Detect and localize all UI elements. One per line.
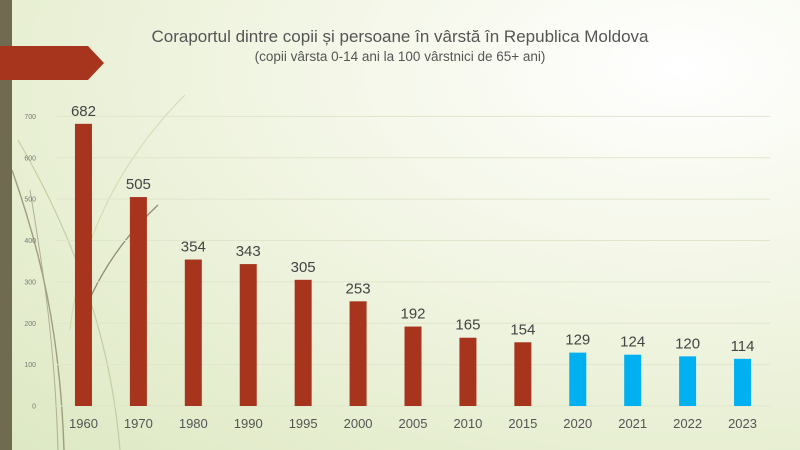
data-labels: 682 505 354 343 305 253 192 165 154 129 124 120 114 (71, 103, 755, 355)
data-label-1995: 305 (291, 259, 316, 276)
x-tick-label-2022: 2022 (673, 416, 702, 431)
bar-2022 (679, 356, 697, 406)
data-label-1960: 682 (71, 103, 96, 120)
data-label-2021: 124 (620, 334, 645, 351)
bar-2020 (569, 352, 587, 406)
y-axis-ticks: 0 100 200 300 400 500 600 700 (24, 114, 36, 411)
y-tick-label: 500 (24, 197, 36, 204)
slide-left-band (0, 0, 12, 450)
x-tick-label-2021: 2021 (618, 416, 647, 431)
bar-2023 (734, 358, 752, 406)
bar-1970 (129, 197, 147, 406)
x-axis-labels: 1960 1970 1980 1990 1995 2000 2005 2010 2015 2020… (69, 416, 757, 431)
y-tick-label: 700 (24, 114, 36, 121)
bar-2021 (624, 354, 642, 406)
data-label-2022: 120 (675, 335, 700, 352)
decorative-curves (11, 94, 186, 450)
data-label-1980: 354 (181, 239, 206, 256)
y-tick-label: 200 (24, 321, 36, 328)
bar-2010 (459, 337, 477, 406)
data-label-2000: 253 (346, 280, 371, 297)
x-tick-label-2005: 2005 (399, 416, 428, 431)
x-tick-label-2015: 2015 (508, 416, 537, 431)
x-tick-label-2023: 2023 (728, 416, 757, 431)
slide-arrow-decoration (0, 46, 104, 80)
bar-1995 (294, 279, 312, 406)
y-tick-label: 0 (32, 404, 36, 411)
bar-1990 (239, 264, 257, 406)
data-label-2020: 129 (565, 332, 590, 349)
bar-2015 (514, 342, 532, 406)
data-label-2005: 192 (400, 306, 425, 323)
bars (74, 123, 752, 406)
bar-1980 (184, 259, 202, 406)
data-label-1990: 343 (236, 243, 261, 260)
data-label-1970: 505 (126, 176, 151, 193)
y-tick-label: 400 (24, 238, 36, 245)
y-tick-label: 300 (24, 279, 36, 286)
chart-title: Coraportul dintre copii și persoane în v… (151, 27, 649, 46)
bar-2005 (404, 326, 422, 406)
x-tick-label-1970: 1970 (124, 416, 153, 431)
data-label-2010: 165 (455, 317, 480, 334)
chart-subtitle: (copii vârsta 0-14 ani la 100 vârstnici … (254, 49, 546, 64)
bar-2000 (349, 301, 367, 406)
y-tick-label: 100 (24, 362, 36, 369)
x-tick-label-2000: 2000 (344, 416, 373, 431)
chart-title-block: Coraportul dintre copii și persoane în v… (90, 26, 710, 66)
bar-1960 (74, 123, 92, 406)
data-label-2015: 154 (510, 321, 535, 338)
x-tick-label-1980: 1980 (179, 416, 208, 431)
x-tick-label-1990: 1990 (234, 416, 263, 431)
x-tick-label-1995: 1995 (289, 416, 318, 431)
data-label-2023: 114 (731, 338, 755, 355)
x-tick-label-1960: 1960 (69, 416, 98, 431)
x-tick-label-2010: 2010 (453, 416, 482, 431)
deco-curve-5 (29, 189, 59, 450)
y-tick-label: 600 (24, 155, 36, 162)
x-tick-label-2020: 2020 (563, 416, 592, 431)
